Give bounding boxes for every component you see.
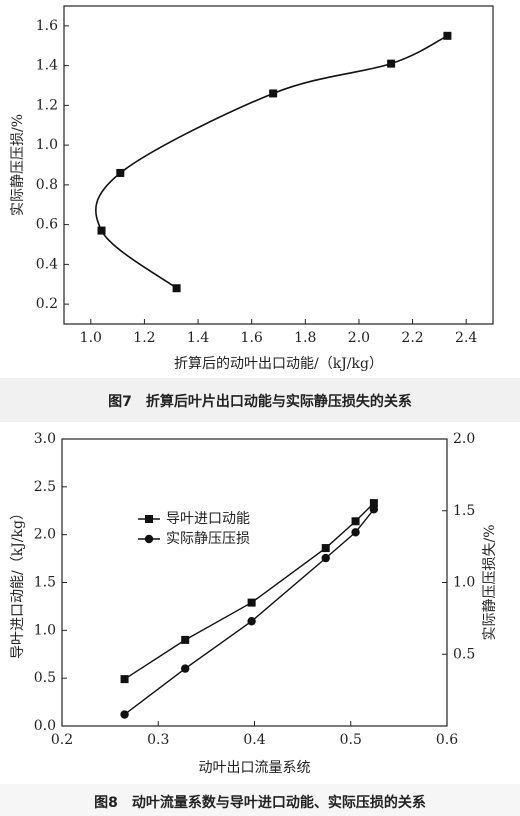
marker bbox=[443, 31, 452, 40]
y2-tick-label: 1.0 bbox=[453, 575, 475, 591]
marker bbox=[181, 635, 190, 644]
trend-line bbox=[95, 35, 448, 289]
y2-tick-label: 1.5 bbox=[453, 503, 475, 519]
y-tick-label: 1.5 bbox=[34, 575, 56, 591]
plot-frame bbox=[63, 5, 494, 325]
x-tick-label: 0.4 bbox=[243, 732, 265, 748]
legend-marker bbox=[144, 534, 154, 544]
x-tick-label: 0.3 bbox=[147, 732, 169, 748]
x-tick-label: 0.6 bbox=[436, 732, 458, 748]
marker bbox=[351, 517, 360, 526]
y-axis-label: 导叶进口动能/（kJ/kg） bbox=[10, 506, 26, 659]
figure-caption: 图8 动叶流量系数与导叶进口动能、实际压损的关系 bbox=[94, 794, 426, 811]
marker bbox=[387, 59, 396, 68]
marker bbox=[321, 553, 330, 563]
x-tick-label: 1.8 bbox=[294, 330, 316, 346]
x-tick-label: 2.4 bbox=[455, 330, 477, 346]
x-tick-label: 1.0 bbox=[80, 330, 102, 346]
marker bbox=[369, 505, 379, 514]
marker bbox=[120, 710, 129, 719]
x-axis-label: 折算后的动叶出口动能/（kJ/kg） bbox=[174, 356, 383, 372]
marker bbox=[269, 89, 278, 98]
y2-tick-label: 0.5 bbox=[453, 646, 475, 662]
x-tick-label: 0.2 bbox=[51, 732, 73, 748]
y-tick-label: 1.2 bbox=[36, 97, 58, 113]
series-line bbox=[124, 502, 375, 680]
plot-frame bbox=[61, 438, 448, 727]
x-tick-label: 1.4 bbox=[187, 330, 209, 346]
y-tick-label: 1.4 bbox=[36, 58, 58, 74]
y-tick-label: 0.8 bbox=[36, 177, 58, 193]
y-tick-label: 1.0 bbox=[36, 137, 58, 153]
marker bbox=[172, 284, 181, 293]
y-tick-label: 2.5 bbox=[34, 479, 56, 495]
y-tick-label: 0.5 bbox=[34, 670, 56, 686]
figure-caption: 图7 折算后叶片出口动能与实际静压损失的关系 bbox=[108, 393, 412, 410]
marker bbox=[351, 528, 360, 537]
marker bbox=[369, 499, 378, 508]
x-tick-label: 2.0 bbox=[348, 330, 370, 346]
y2-axis-label: 实际静压压损失/% bbox=[482, 524, 498, 640]
legend-label: 实际静压压损 bbox=[166, 531, 250, 547]
x-axis-label: 动叶出口流量系统 bbox=[199, 760, 311, 776]
marker bbox=[116, 168, 125, 177]
series-line bbox=[124, 508, 375, 716]
y-tick-label: 0.0 bbox=[34, 718, 56, 734]
y-tick-label: 0.6 bbox=[36, 217, 58, 233]
y2-tick-label: 2.0 bbox=[453, 431, 475, 447]
x-tick-label: 2.2 bbox=[401, 330, 423, 346]
y-tick-label: 0.2 bbox=[36, 296, 58, 312]
legend-label: 导叶进口动能 bbox=[166, 511, 250, 527]
legend-marker bbox=[145, 515, 153, 523]
marker bbox=[181, 664, 190, 673]
marker bbox=[247, 598, 256, 607]
marker bbox=[120, 675, 129, 684]
marker bbox=[97, 226, 106, 235]
y-tick-label: 2.0 bbox=[34, 527, 56, 543]
x-tick-label: 1.6 bbox=[241, 330, 263, 346]
x-tick-label: 0.5 bbox=[340, 732, 362, 748]
caption-band bbox=[0, 378, 520, 422]
x-tick-label: 1.2 bbox=[133, 330, 155, 346]
marker bbox=[247, 617, 256, 626]
marker bbox=[321, 544, 330, 553]
y-tick-label: 1.0 bbox=[34, 622, 56, 638]
y-tick-label: 0.4 bbox=[36, 256, 58, 272]
y-tick-label: 1.6 bbox=[36, 18, 58, 34]
caption-band bbox=[0, 784, 520, 816]
y-tick-label: 3.0 bbox=[34, 431, 56, 447]
y-axis-label: 实际静压压损/% bbox=[10, 114, 26, 216]
